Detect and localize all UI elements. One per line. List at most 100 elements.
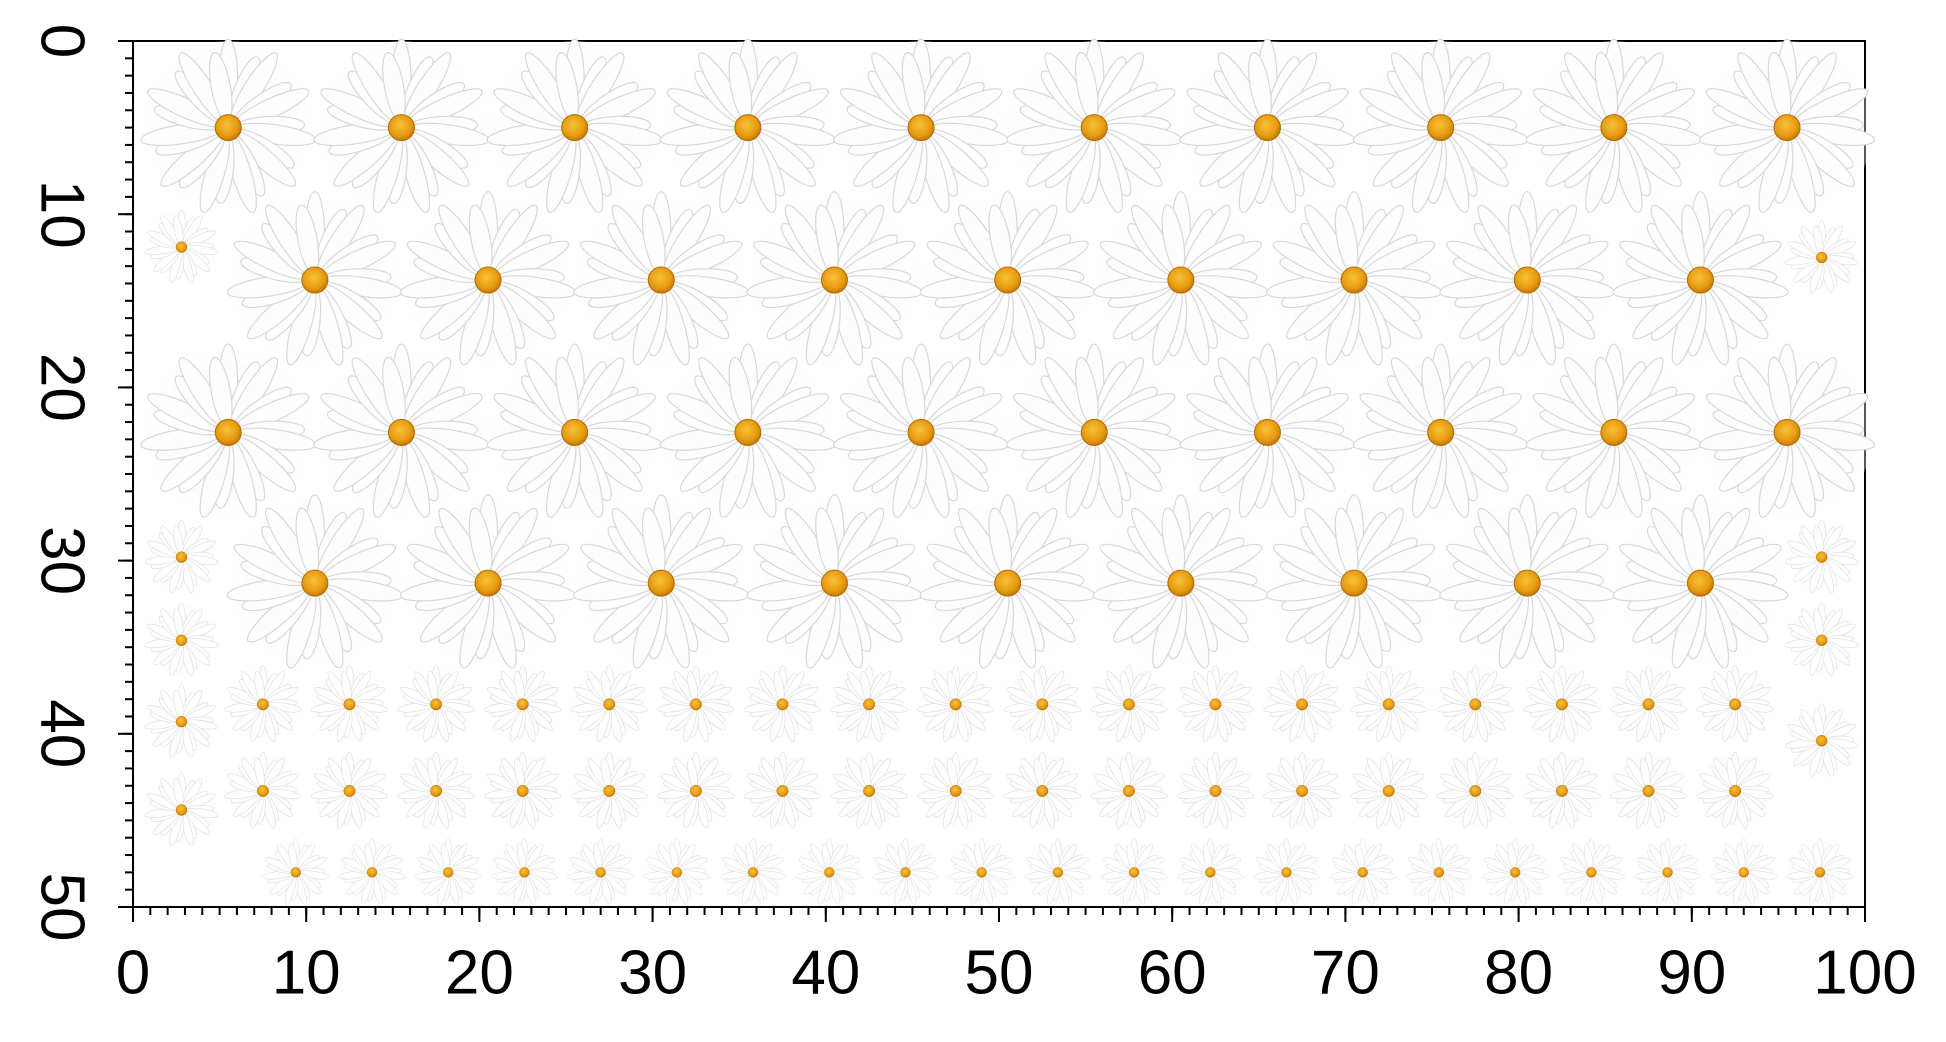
daisy [571,494,751,672]
daisy [143,602,220,678]
y-tick-label: 30 [28,526,97,595]
daisy [143,684,220,759]
daisy [829,665,909,744]
daisy [1435,751,1515,830]
daisy [1091,494,1271,672]
daisy [642,838,711,906]
daisy [1328,838,1397,906]
x-tick-label: 70 [1311,938,1380,1007]
daisy [1524,38,1704,216]
daisy [1709,838,1778,906]
daisy [569,751,649,830]
daisy [658,343,838,521]
x-tick-label: 80 [1484,938,1553,1007]
daisy [745,191,924,369]
daisy [658,38,838,216]
daisy [1089,665,1169,744]
daisy [1351,38,1531,216]
daisy [483,751,563,830]
x-tick-label: 0 [116,938,150,1007]
daisy [1695,665,1775,744]
x-tick-label: 10 [272,938,341,1007]
daisy [398,191,578,369]
x-tick-label: 100 [1813,938,1916,1007]
daisy [831,343,1011,521]
daisy [1264,494,1444,672]
daisy [485,38,665,216]
daisy [1252,838,1321,906]
daisy [483,665,563,744]
daisy [138,38,318,216]
daisy [656,751,736,830]
daisy [916,751,996,830]
daisy [871,838,940,906]
daisy [1435,665,1515,744]
daisy [1784,602,1860,678]
y-tick-label: 40 [28,699,97,768]
y-tick-label: 50 [28,873,97,942]
daisy [143,772,220,847]
daisy [1262,751,1342,830]
daisy [1176,751,1255,830]
daisy [1784,519,1860,595]
daisy [1697,343,1877,521]
daisy [143,209,220,285]
daisy [1524,343,1704,521]
daisy [1004,343,1184,521]
daisy [490,838,559,906]
y-tick-label: 0 [28,24,97,58]
daisy [223,665,303,744]
daisy [1633,838,1702,906]
x-tick-label: 20 [445,938,514,1007]
daisy [719,838,788,906]
daisy [1023,838,1092,906]
daisy [1091,191,1271,369]
daisy [1089,751,1169,830]
daisy [1004,38,1184,216]
daisy [947,838,1016,906]
daisy [1264,191,1444,369]
daisy [1784,220,1860,295]
daisy [743,665,822,744]
daisy [1351,343,1531,521]
daisy [918,191,1098,369]
daisy [1695,751,1775,830]
x-tick-label: 90 [1657,938,1726,1007]
daisy [1404,838,1473,906]
daisy [398,494,578,672]
daisy [569,665,649,744]
daisy [338,838,406,906]
daisy [396,751,476,830]
x-tick-label: 50 [965,938,1034,1007]
daisy [571,191,751,369]
x-tick-label: 40 [791,938,860,1007]
daisy [1100,838,1169,906]
daisy [1176,838,1245,906]
daisy [312,38,491,216]
daisy [1262,665,1342,744]
daisy [310,751,389,830]
daisy [1349,751,1429,830]
daisy [1437,494,1617,672]
daisy [1522,751,1602,830]
daisy [261,838,330,906]
daisy [1611,494,1790,672]
daisy [918,494,1098,672]
daisy [656,665,736,744]
daisy [225,494,405,672]
daisy [143,519,220,595]
daisy [1481,838,1550,906]
daisy [225,191,405,369]
daisy [1437,191,1617,369]
daisy [1611,191,1790,369]
x-tick-label: 30 [618,938,687,1007]
daisy [1002,751,1082,830]
daisy [745,494,924,672]
daisy [396,665,476,744]
flowers [138,38,1877,906]
daisy [1785,838,1854,906]
daisy [795,838,864,906]
daisy [223,751,303,830]
daisy [1002,665,1082,744]
